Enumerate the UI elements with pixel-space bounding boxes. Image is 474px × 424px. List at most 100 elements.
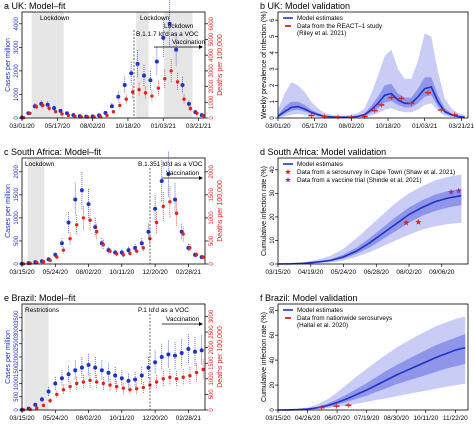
legend-label: Data from the REACT–1 study [297, 23, 383, 30]
plot-frame [277, 157, 469, 265]
shaded-period [27, 158, 45, 264]
data-point-deaths [41, 103, 45, 108]
data-point-deaths [181, 375, 185, 379]
data-point-deaths [66, 113, 71, 118]
y-tick-label: 0 [270, 408, 276, 412]
x-tick-label: 11/22/20 [443, 415, 468, 422]
data-point-cases [86, 202, 91, 207]
panel-title: f Brazil: Model validation [260, 293, 358, 303]
data-point-cases [146, 229, 151, 234]
y-tick-label: 1000 [14, 211, 20, 225]
panel-b: b UK: Model validation 03/01/20 05/17/20 08… [260, 1, 474, 130]
data-point-deaths [35, 406, 39, 410]
data-point-deaths [201, 367, 205, 372]
data-point-deaths [137, 88, 141, 92]
data-point-cases [116, 94, 121, 99]
data-point-deaths [169, 69, 173, 73]
data-point-deaths [154, 380, 159, 384]
data-point-deaths [141, 246, 145, 250]
data-point-cases [139, 373, 144, 378]
data-star [403, 219, 410, 226]
data-point-deaths [108, 249, 112, 253]
y-axis-label: Cases per million [5, 330, 12, 384]
y2-tick-label: 1000 [209, 211, 215, 225]
data-point-cases [79, 365, 84, 370]
x-tick-label: 12/20/20 [142, 415, 168, 422]
data-point-cases [73, 197, 78, 202]
data-point-deaths [134, 249, 139, 253]
data-point-deaths [101, 381, 106, 386]
x-tick-label: 03/15/20 [265, 269, 291, 276]
data-point-deaths [48, 398, 52, 403]
data-point-cases [39, 397, 44, 402]
data-point-deaths [168, 200, 172, 204]
x-tick-label: 06/07/20 [324, 415, 350, 422]
data-point-cases [126, 248, 131, 253]
y-tick-label: 6 [270, 18, 276, 22]
y2-tick-label: 4000 [209, 48, 215, 62]
data-point-cases [173, 353, 178, 358]
data-point-deaths [35, 260, 39, 265]
y-tick-label: 0 [14, 262, 20, 266]
y2-tick-label: 0 [209, 408, 215, 412]
legend-label: Model estimates [297, 161, 343, 168]
data-point-cases [135, 61, 140, 66]
data-point-deaths [194, 253, 199, 257]
shaded-period [31, 12, 64, 118]
data-point-cases [106, 370, 111, 375]
data-point-cases [186, 101, 191, 106]
y-axis-label: Cases per million [5, 38, 12, 92]
y2-tick-label: 500 [209, 389, 215, 400]
y-tick-label: 3500 [14, 310, 20, 324]
x-tick-label: 05/24/20 [43, 415, 69, 422]
y2-tick-label: 1500 [209, 356, 215, 370]
band-95 [278, 33, 465, 118]
data-point-cases [142, 73, 146, 78]
x-tick-label: 05/24/20 [331, 269, 357, 276]
arrow-head [199, 322, 203, 326]
y-tick-label: 2 [270, 83, 276, 87]
y2-tick-label: 6000 [209, 16, 215, 30]
x-tick-label: 03/01/20 [9, 123, 35, 130]
panel-title: d South Africa: Model validation [260, 147, 386, 157]
y-tick-label: 1500 [14, 188, 20, 202]
data-point-deaths [28, 111, 32, 115]
data-point-cases [126, 378, 131, 383]
annotation: Lockdown [140, 15, 170, 22]
x-tick-label: 12/20/20 [142, 269, 168, 276]
panel-d: d South Africa: Model validation 03/15/20… [260, 147, 469, 276]
data-point-cases [59, 376, 64, 381]
data-point-cases [33, 402, 38, 407]
y2-tick-label: 2500 [209, 325, 215, 339]
annotation: Lockdown [25, 161, 55, 168]
y-tick-label: 500 [14, 391, 20, 402]
annotation: Vaccination [166, 170, 200, 177]
plot-frame [21, 11, 206, 119]
shaded-period [24, 304, 49, 410]
y-tick-label: 2000 [14, 164, 20, 178]
data-point-deaths [105, 113, 109, 118]
legend-label: Model estimates [297, 307, 343, 314]
y2-tick-label: 3000 [209, 64, 215, 78]
annotation: B.1.351 Id'd as a VOC [138, 161, 203, 168]
x-tick-label: 10/11/20 [109, 415, 134, 422]
annotation: P.1 Id'd as a VOC [138, 307, 189, 314]
x-tick-label: 09/06/20 [429, 269, 455, 276]
data-point-deaths [41, 259, 46, 264]
data-point-cases [199, 348, 204, 353]
data-point-deaths [28, 261, 32, 266]
data-point-cases [159, 179, 164, 184]
x-tick-label: 10/18/20 [115, 123, 141, 130]
y2-tick-label: 1000 [209, 371, 215, 385]
y2-tick-label: 500 [209, 235, 215, 246]
data-point-deaths [101, 242, 106, 247]
y-axis-label: Cumulative infection rate (%) [261, 312, 268, 402]
data-point-deaths [48, 258, 52, 263]
data-point-cases [129, 71, 134, 76]
legend-label: Model estimates [297, 15, 343, 22]
y-tick-label: 1000 [14, 376, 20, 390]
y-tick-label: 2000 [14, 350, 20, 364]
x-tick-label: 08/02/20 [396, 269, 422, 276]
model-line [277, 346, 466, 411]
y2-tick-label: 1000 [209, 95, 215, 109]
